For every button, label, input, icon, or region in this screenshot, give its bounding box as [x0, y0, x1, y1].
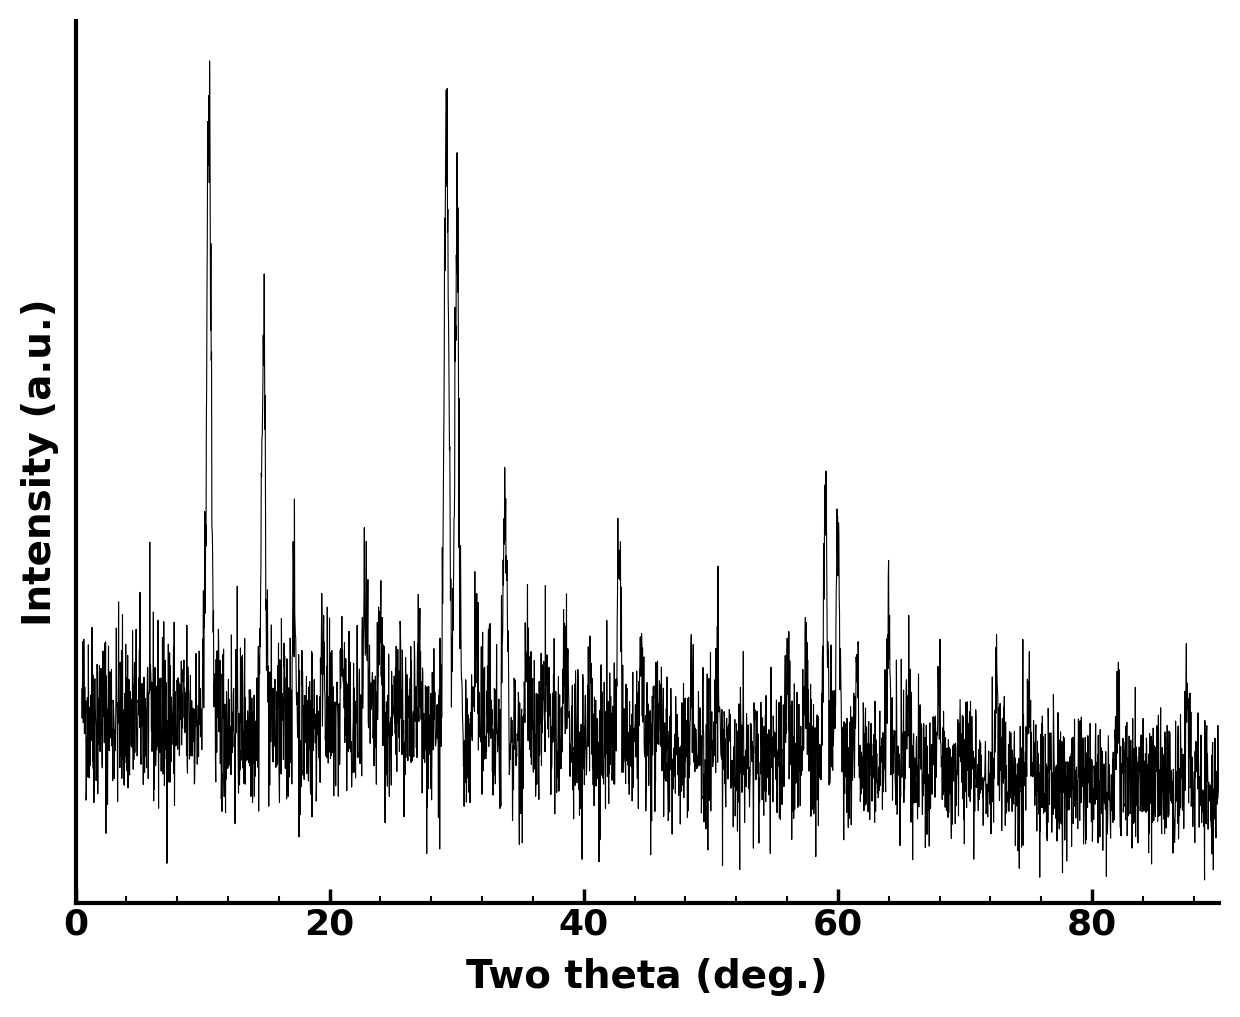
- X-axis label: Two theta (deg.): Two theta (deg.): [466, 958, 828, 997]
- Y-axis label: Intensity (a.u.): Intensity (a.u.): [21, 298, 58, 625]
